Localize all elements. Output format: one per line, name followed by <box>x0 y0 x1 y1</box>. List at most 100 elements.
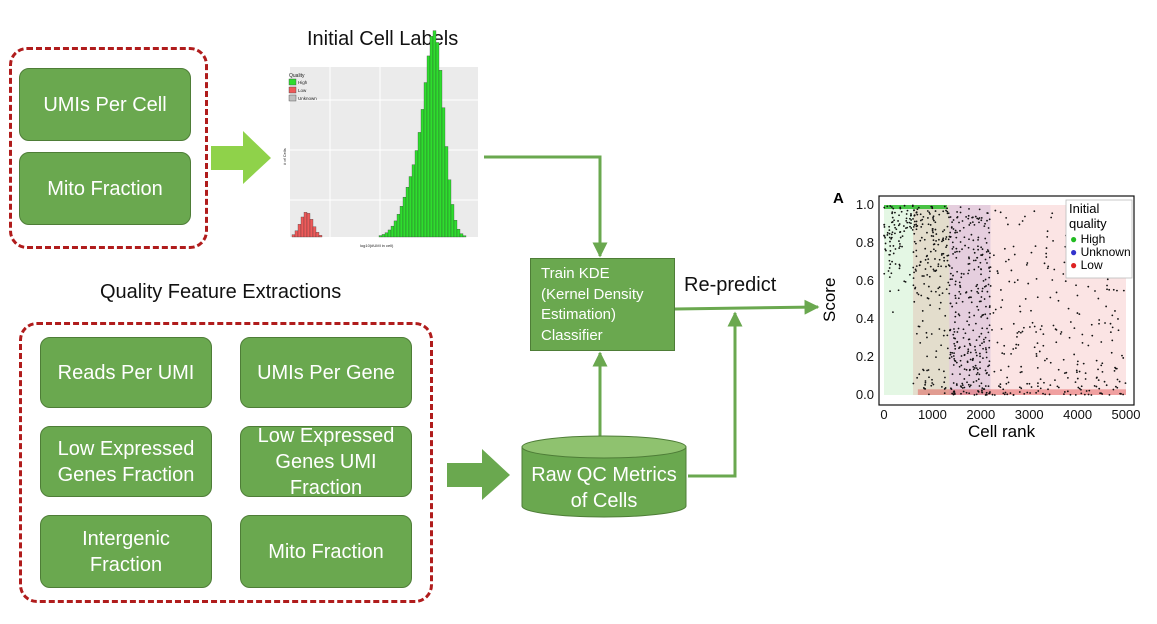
scatter-xtick: 2000 <box>966 407 995 422</box>
scatter-point-unknown <box>972 365 975 368</box>
scatter-point-low <box>924 381 927 384</box>
scatter-point-unknown <box>989 252 991 255</box>
scatter-point-unknown <box>970 289 973 292</box>
scatter-point-unknown <box>988 360 991 363</box>
scatter-point-low <box>1013 253 1016 256</box>
umis-per-cell-box: UMIs Per Cell <box>19 68 191 141</box>
scatter-point-high <box>913 220 916 223</box>
scatter-point-unknown <box>988 339 991 342</box>
scatter-point-unknown <box>953 342 956 345</box>
scatter-point-unknown <box>968 224 971 226</box>
scatter-point-unknown <box>988 374 990 376</box>
scatter-point-low <box>996 341 999 344</box>
scatter-point-unknown <box>977 218 980 220</box>
scatter-point-high <box>912 225 915 228</box>
histogram-bar-high <box>429 36 434 238</box>
scatter-point-low <box>946 259 949 262</box>
scatter-point-high <box>913 214 916 217</box>
scatter-point-high <box>934 249 937 252</box>
scatter-point-high <box>931 207 934 210</box>
scatter-point-unknown <box>980 273 982 276</box>
scatter-ytick: 0.0 <box>856 387 874 402</box>
scatter-point-low <box>992 254 995 257</box>
scatter-point-high <box>888 232 891 235</box>
scatter-point-unknown <box>952 355 955 357</box>
scatter-point-low <box>912 266 915 269</box>
scatter-point-high <box>910 214 912 217</box>
scatter-point-high <box>899 207 902 210</box>
scatter-point-low <box>1005 382 1008 385</box>
scatter-point-high <box>946 212 949 215</box>
scatter-point-high <box>906 221 909 224</box>
scatter-point-low <box>1062 273 1065 275</box>
scatter-point-high <box>927 261 929 264</box>
scatter-point-low <box>1031 321 1034 324</box>
scatter-point-unknown <box>977 287 980 290</box>
scatter-point-low <box>1122 357 1125 359</box>
scatter-point-low <box>1112 288 1115 291</box>
scatter-point-low <box>991 329 993 331</box>
scatter-point-low <box>1005 260 1007 263</box>
scatter-point-low <box>943 381 946 384</box>
scatter-point-low <box>1112 388 1115 391</box>
scatter-point-low <box>1019 371 1022 374</box>
histogram-title: Initial Cell Labels <box>307 28 459 50</box>
scatter-point-unknown <box>952 228 955 230</box>
scatter-point-low <box>974 322 977 325</box>
scatter-point-high <box>901 235 904 238</box>
scatter-point-unknown <box>954 321 956 324</box>
scatter-point-low <box>999 386 1002 389</box>
scatter-point-low <box>1007 365 1010 368</box>
scatter-point-low <box>1037 385 1039 388</box>
scatter-point-low <box>985 372 988 375</box>
scatter-point-unknown <box>968 342 971 345</box>
scatter-point-unknown <box>967 272 970 275</box>
scatter-point-unknown <box>986 249 989 251</box>
scatter-point-low <box>924 268 927 270</box>
scatter-point-low <box>982 388 985 391</box>
scatter-point-high <box>934 210 937 212</box>
scatter-point-low <box>1117 318 1119 320</box>
scatter-point-low <box>1035 331 1038 333</box>
histogram-bar-low <box>315 232 320 238</box>
scatter-point-low <box>1029 392 1031 394</box>
scatter-point-unknown <box>968 316 971 319</box>
scatter-point-high <box>913 271 915 274</box>
scatter-point-unknown <box>966 360 969 363</box>
scatter-point-low <box>947 238 950 241</box>
scatter-legend-high: ● High <box>1070 232 1106 246</box>
scatter-point-unknown <box>956 231 958 234</box>
scatter-point-high <box>890 236 893 239</box>
scatter-point-unknown <box>977 266 980 268</box>
scatter-point-low <box>1082 362 1085 365</box>
scatter-point-high <box>939 275 942 278</box>
scatter-point-high <box>948 216 950 219</box>
scatter-point-unknown <box>968 323 970 326</box>
bottom-feature-group <box>19 322 433 603</box>
scatter-point-unknown <box>951 278 953 281</box>
scatter-point-unknown <box>956 270 959 273</box>
scatter-point-unknown <box>981 287 984 290</box>
scatter-point-low <box>1100 364 1103 367</box>
histogram-bar-high <box>417 132 422 238</box>
scatter-point-unknown <box>968 269 970 272</box>
scatter-point-low <box>1114 310 1116 312</box>
scatter-point-unknown <box>954 345 956 347</box>
scatter-point-low <box>1084 372 1087 375</box>
scatter-point-high <box>898 267 901 270</box>
scatter-point-high <box>891 260 893 263</box>
scatter-point-high <box>890 206 893 208</box>
scatter-point-low <box>963 368 966 371</box>
scatter-point-high <box>945 246 947 249</box>
scatter-point-unknown <box>962 336 965 339</box>
scatter-point-low <box>958 346 961 349</box>
scatter-point-high <box>915 220 918 223</box>
scatter-point-low <box>1113 369 1116 372</box>
scatter-point-low <box>996 270 999 272</box>
scatter-point-low <box>1023 392 1026 395</box>
scatter-point-unknown <box>974 345 976 348</box>
scatter-point-low <box>1048 393 1051 396</box>
scatter-point-low <box>1036 366 1039 369</box>
scatter-point-low <box>971 221 974 224</box>
scatter-point-unknown <box>986 290 989 293</box>
